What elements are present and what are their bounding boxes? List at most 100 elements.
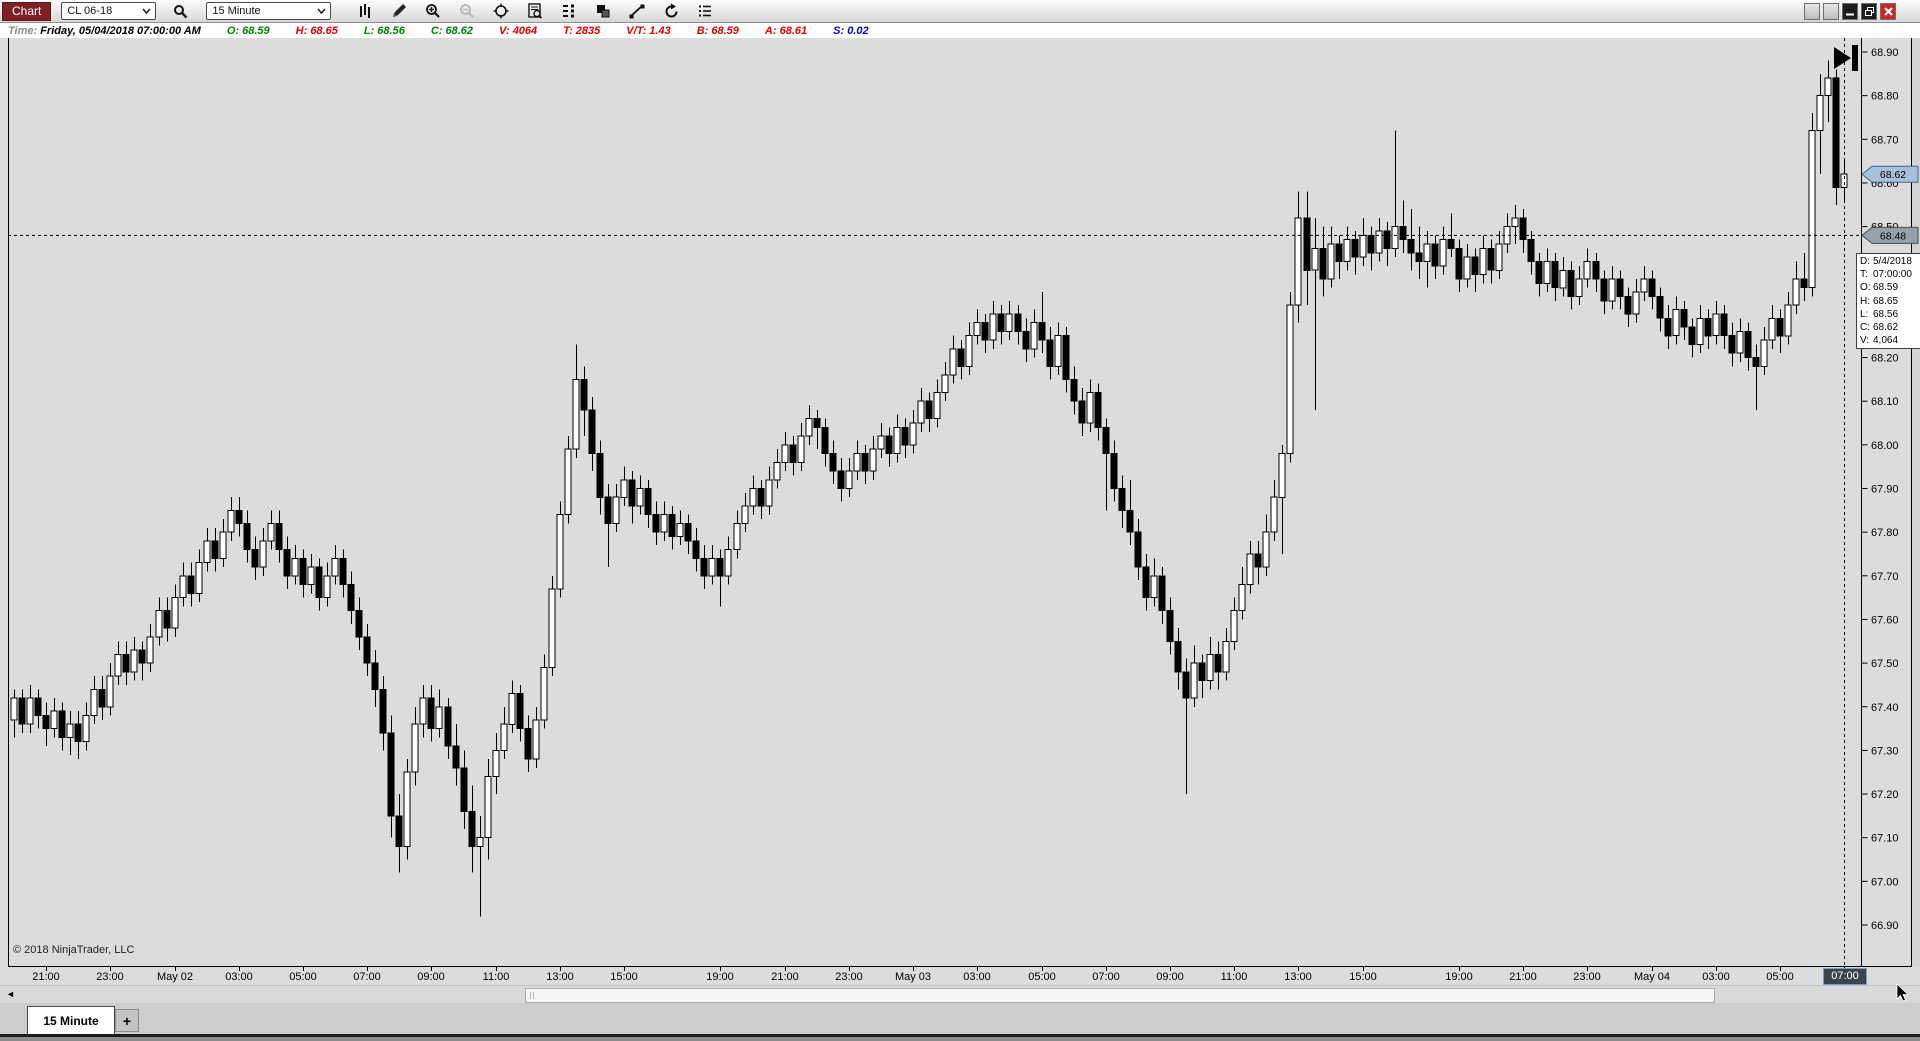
chart-report-icon[interactable] (525, 2, 545, 20)
candle-body (1294, 217, 1302, 306)
candle-body (243, 522, 251, 551)
candle-body (1222, 640, 1230, 673)
candle-body (1640, 278, 1648, 293)
trendline-icon[interactable] (627, 2, 647, 20)
candle-body (1070, 378, 1078, 402)
candle-body (516, 693, 524, 730)
search-icon[interactable] (170, 2, 190, 20)
candle-body (925, 400, 933, 420)
candle-body (781, 444, 789, 463)
candle-body (403, 771, 411, 847)
candle-body (283, 549, 291, 577)
candle-body (1768, 317, 1776, 341)
go-to-end-icon[interactable] (1852, 45, 1858, 71)
data-box-row: C: 68.62 (1860, 322, 1899, 334)
candle-body (917, 400, 925, 424)
interval-dropdown-value: 15 Minute (212, 5, 261, 17)
candle-body (1062, 335, 1070, 380)
drawing-pencil-icon[interactable] (389, 2, 409, 20)
candle-body (1415, 252, 1423, 263)
data-grid-icon[interactable] (559, 2, 579, 20)
time-tick (1106, 967, 1107, 971)
chart-style-icon[interactable] (355, 2, 375, 20)
candle-body (1014, 313, 1022, 332)
candle-body (1624, 295, 1632, 315)
mouse-cursor-icon (1896, 984, 1909, 1002)
candle-body (179, 575, 187, 599)
candle-body (676, 522, 684, 537)
time-axis-label: 23:00 (1573, 971, 1601, 983)
candle-body (468, 811, 476, 847)
minimize-button[interactable] (1842, 3, 1858, 20)
candle-body (484, 776, 492, 839)
crosshair-icon[interactable] (491, 2, 511, 20)
candle-body (1262, 531, 1270, 568)
candle-body (1824, 77, 1832, 97)
candle-body (163, 610, 171, 629)
time-tick (1234, 967, 1235, 971)
candle-body (861, 453, 869, 472)
candle-body (492, 749, 500, 778)
status-item: A: 68.61 (764, 24, 808, 37)
tab-bar: 15 Minute + (0, 1003, 1920, 1034)
time-axis-label: 19:00 (1445, 971, 1473, 983)
time-tick (303, 967, 304, 971)
candle-body (1022, 330, 1030, 350)
bring-to-front-icon[interactable] (593, 2, 613, 20)
candle-body (1407, 239, 1415, 254)
candle-body (1118, 488, 1126, 511)
candle-body (1134, 531, 1142, 568)
time-axis-label: 11:00 (482, 971, 510, 983)
horizontal-scrollbar[interactable]: ◄ (0, 985, 1920, 1004)
candle-body (845, 470, 853, 489)
close-button[interactable] (1880, 3, 1896, 20)
time-axis-label: May 03 (894, 971, 932, 983)
add-tab-button[interactable]: + (115, 1009, 139, 1032)
link-button[interactable] (1823, 3, 1839, 20)
scrollbar-thumb[interactable] (525, 988, 1715, 1003)
candle-body (1543, 261, 1551, 284)
properties-icon[interactable] (695, 2, 715, 20)
candle-body (1704, 317, 1712, 337)
candle-body (203, 540, 211, 564)
zoom-in-icon[interactable] (423, 2, 443, 20)
candle-body (1455, 247, 1463, 280)
time-axis-label: 23:00 (96, 971, 124, 983)
window-frame (0, 1034, 1920, 1037)
time-axis-label: 09:00 (1156, 971, 1184, 983)
candle-body (452, 745, 460, 769)
candle-body (66, 723, 74, 738)
candle-body (773, 461, 781, 481)
candle-body (596, 453, 604, 498)
price-axis-label: 68.00 (1871, 440, 1899, 452)
status-item: O: 68.59 (226, 24, 270, 37)
candle-body (1206, 653, 1214, 682)
time-tick (1170, 967, 1171, 971)
reload-icon[interactable] (661, 2, 681, 20)
candle-body (733, 522, 741, 551)
restore-button[interactable] (1861, 3, 1877, 20)
time-tick (785, 967, 786, 971)
scroll-left-arrow-icon[interactable]: ◄ (6, 989, 15, 999)
candle-body (532, 719, 540, 760)
instrument-dropdown[interactable]: CL 06-18 (61, 2, 157, 20)
go-to-end-icon[interactable] (1834, 47, 1851, 69)
time-tick (1652, 967, 1653, 971)
candle-body (50, 710, 58, 730)
candle-body (299, 557, 307, 585)
candle-body (741, 505, 749, 524)
candle-body (363, 636, 371, 664)
candle-body (1712, 313, 1720, 337)
link-button[interactable] (1804, 3, 1820, 20)
candle-body (1471, 256, 1479, 276)
candle-body (476, 837, 484, 847)
candle-body (1575, 278, 1583, 297)
candle-body (1551, 261, 1559, 289)
tab-15-minute[interactable]: 15 Minute (27, 1006, 115, 1034)
data-box-row: T: 07:00:00 (1860, 269, 1912, 281)
candle-body (1383, 230, 1391, 249)
candle-body (1190, 662, 1198, 699)
time-tick (1780, 967, 1781, 971)
interval-dropdown[interactable]: 15 Minute (206, 2, 332, 20)
